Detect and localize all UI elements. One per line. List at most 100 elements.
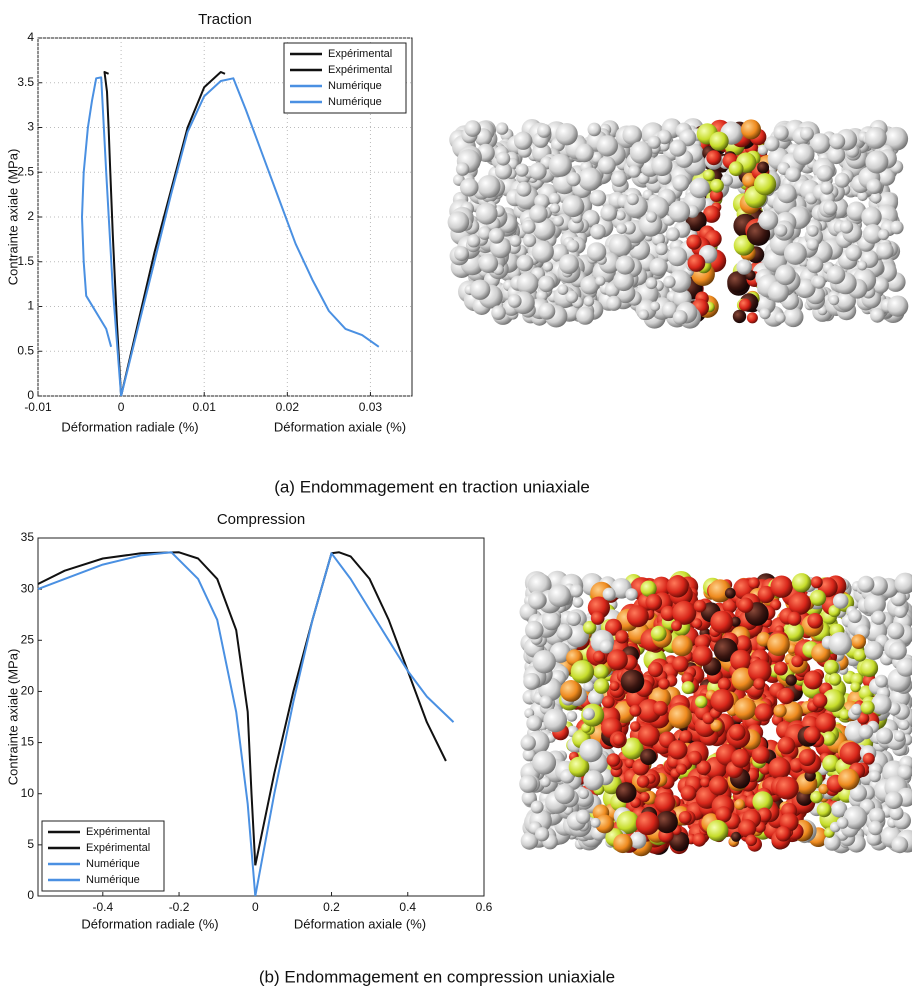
sphere xyxy=(615,782,637,803)
sphere xyxy=(785,166,801,182)
sphere xyxy=(638,309,649,321)
sphere xyxy=(748,577,760,589)
sphere xyxy=(827,145,846,165)
sphere xyxy=(703,169,715,182)
sphere xyxy=(754,703,773,722)
sphere xyxy=(821,731,837,746)
sphere xyxy=(578,788,589,800)
sphere xyxy=(741,119,761,140)
sphere xyxy=(579,738,603,763)
sphere xyxy=(528,591,546,610)
sphere xyxy=(640,748,657,765)
sphere xyxy=(693,599,707,613)
sphere xyxy=(738,597,754,613)
sphere xyxy=(622,125,642,145)
sphere xyxy=(600,204,618,222)
sphere xyxy=(806,256,824,274)
y-tick-label: 1.5 xyxy=(17,254,34,268)
sphere xyxy=(857,260,868,271)
sphere xyxy=(649,257,668,277)
sphere xyxy=(592,650,606,663)
sphere xyxy=(810,790,823,804)
sphere xyxy=(745,834,757,847)
y-tick-label: 2 xyxy=(27,209,34,223)
sphere xyxy=(788,592,811,615)
sphere xyxy=(891,836,909,854)
legend-label: Expérimental xyxy=(86,826,150,838)
x-tick-label: 0.02 xyxy=(276,400,300,414)
sphere xyxy=(613,833,633,854)
sphere xyxy=(572,596,584,608)
sphere xyxy=(575,143,594,163)
sphere xyxy=(775,825,792,842)
sphere xyxy=(710,689,734,713)
sphere xyxy=(692,832,707,847)
x-tick-label: -0.01 xyxy=(24,400,52,414)
sphere xyxy=(654,792,676,814)
sphere xyxy=(758,210,779,231)
sphere xyxy=(853,648,867,662)
sphere xyxy=(728,161,744,177)
sphere xyxy=(645,277,658,290)
sphere xyxy=(615,255,635,275)
sphere xyxy=(816,802,832,818)
sphere xyxy=(569,584,584,598)
y-tick-label: 4 xyxy=(27,30,34,44)
sphere xyxy=(552,215,564,227)
sphere xyxy=(626,193,639,206)
sphere xyxy=(722,598,738,614)
sphere xyxy=(672,310,688,325)
sphere xyxy=(731,831,742,842)
sphere xyxy=(868,770,881,783)
sphere xyxy=(754,173,777,196)
sphere xyxy=(775,264,796,286)
sphere xyxy=(467,234,481,248)
sphere xyxy=(535,827,550,842)
y-tick-label: 3 xyxy=(27,120,34,134)
sphere xyxy=(477,226,492,240)
sphere xyxy=(532,750,557,775)
sphere xyxy=(731,748,751,768)
sphere xyxy=(580,275,600,295)
sphere xyxy=(829,133,846,150)
sphere xyxy=(736,259,752,275)
sphere xyxy=(583,681,595,692)
sphere xyxy=(696,760,711,776)
sphere xyxy=(860,700,875,715)
sphere xyxy=(781,701,803,723)
sphere xyxy=(862,752,875,765)
sphere xyxy=(549,203,561,214)
sphere xyxy=(787,611,802,626)
sphere xyxy=(615,210,626,221)
data-line xyxy=(37,551,257,897)
sphere xyxy=(669,831,690,852)
sphere xyxy=(778,687,795,705)
sphere xyxy=(815,712,836,734)
sphere xyxy=(538,302,556,320)
sphere xyxy=(529,204,548,223)
sphere xyxy=(837,768,860,790)
sphere xyxy=(734,697,757,720)
sphere xyxy=(846,201,867,222)
y-tick-label: 0 xyxy=(27,388,34,402)
sphere xyxy=(609,681,620,692)
sphere xyxy=(576,306,595,325)
sphere xyxy=(575,809,591,825)
sphere xyxy=(543,708,568,733)
sphere xyxy=(477,175,501,198)
sphere xyxy=(620,669,645,694)
sphere xyxy=(721,174,733,187)
sphere xyxy=(871,610,886,625)
sphere xyxy=(494,162,513,180)
sphere xyxy=(803,670,823,690)
sphere xyxy=(845,244,862,262)
sphere xyxy=(893,730,906,742)
sphere xyxy=(606,649,628,671)
sphere xyxy=(822,754,840,773)
sphere xyxy=(593,664,609,680)
sphere xyxy=(687,750,702,766)
sphere xyxy=(823,659,839,675)
sphere xyxy=(521,219,536,234)
sphere xyxy=(887,622,905,640)
x-tick-label: 0.03 xyxy=(359,400,383,414)
